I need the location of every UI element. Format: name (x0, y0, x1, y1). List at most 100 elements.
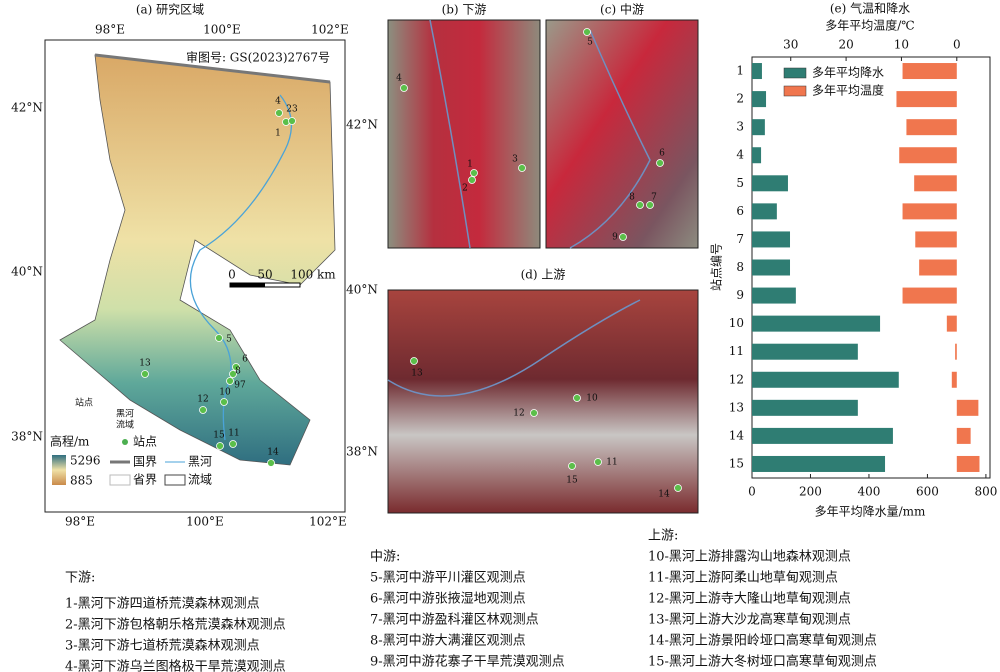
station-label: 1 (275, 129, 281, 139)
scale-label: 50 (257, 268, 272, 282)
station-dot (199, 406, 207, 414)
list-item: 11-黑河上游阿柔山地草甸观测点 (648, 571, 838, 586)
station-dot (267, 459, 275, 467)
approval: 审图号: GS(2023)2767号 (186, 50, 330, 65)
x-tick-label: 200 (799, 485, 822, 499)
list-item: 14-黑河上游景阳岭垭口高寒草甸观测点 (648, 633, 877, 649)
legend-box (109, 474, 131, 486)
station-label: 8 (629, 193, 635, 203)
y-tick-label: 15 (729, 456, 744, 470)
bar (956, 399, 979, 416)
legend-text: 站点 (133, 435, 157, 449)
legend-text: 5296 (70, 454, 101, 468)
lat: 40°N (11, 265, 43, 279)
bar (902, 63, 957, 80)
bar (896, 91, 957, 108)
bar (906, 119, 957, 136)
legend-label: 多年平均降水 (812, 66, 884, 80)
station-label: 12 (197, 395, 208, 405)
bar (752, 287, 796, 304)
scale-label: 0 (228, 268, 236, 282)
x2-tick-label: 10 (894, 38, 909, 52)
station-dot (568, 462, 576, 470)
list-item: 2-黑河下游包格朝乐格荒漠森林观测点 (65, 617, 286, 633)
y-tick-label: 5 (736, 176, 744, 190)
y-tick-label: 8 (736, 260, 744, 274)
y-tick-label: 13 (729, 400, 744, 414)
bar (915, 231, 957, 248)
legend-swatch (783, 85, 807, 97)
y-tick-label: 2 (736, 92, 744, 106)
basin-label: 黑河 (116, 408, 134, 420)
map-title: (a) 研究区域 (136, 2, 204, 17)
station-dot (470, 169, 478, 177)
station-dot (619, 233, 627, 241)
bar (752, 63, 762, 80)
station-dot (275, 109, 283, 117)
station-label: 5 (226, 335, 232, 345)
station-label: 10 (219, 388, 231, 398)
station-dot (583, 28, 591, 36)
station-label: 15 (213, 431, 225, 441)
bar (951, 371, 957, 388)
lon: 102°E (309, 515, 347, 529)
list-heading: 中游: (370, 550, 400, 565)
y-tick-label: 12 (729, 372, 744, 386)
station-label: 9 (612, 233, 618, 243)
legend-box (164, 474, 186, 486)
bar (752, 231, 791, 248)
station-dot (468, 176, 476, 184)
bar (752, 371, 899, 388)
scale-bar (230, 283, 265, 287)
station-dot (594, 458, 602, 466)
x-tick-label: 800 (974, 485, 997, 499)
y-tick-label: 4 (736, 148, 744, 162)
lat: 42°N (346, 118, 378, 132)
x-tick-label: 600 (916, 485, 939, 499)
list-item: 3-黑河下游七道桥荒漠森林观测点 (65, 639, 260, 654)
lat: 38°N (346, 445, 378, 459)
satellite-panel (387, 289, 699, 514)
list-item: 12-黑河上游寺大隆山地草甸观测点 (648, 592, 851, 607)
bar (752, 147, 762, 164)
legend-text: 省界 (133, 473, 157, 487)
station-dot (232, 363, 240, 371)
x-tick-label: 0 (748, 485, 756, 499)
station-label: 14 (658, 490, 670, 500)
bar (902, 203, 957, 220)
station-dot (226, 377, 234, 385)
station-dot (216, 442, 224, 450)
lat: 42°N (11, 101, 43, 115)
station-dot (573, 394, 581, 402)
station-label: 15 (566, 476, 578, 486)
station-dot (229, 370, 237, 378)
list-item: 15-黑河上游大冬树垭口高寒草甸观测点 (648, 654, 877, 670)
basin (59, 54, 336, 466)
y-tick-label: 1 (736, 64, 744, 78)
panel-title: (c) 中游 (600, 2, 644, 17)
lat: 38°N (11, 430, 43, 444)
bar (955, 343, 957, 360)
lon: 100°E (203, 23, 241, 37)
list-item: 10-黑河上游排露沟山地森林观测点 (648, 550, 851, 565)
list-item: 6-黑河中游张掖湿地观测点 (370, 592, 526, 607)
y-tick-label: 10 (729, 316, 744, 330)
lon: 102°E (311, 23, 349, 37)
y-tick-label: 7 (736, 232, 744, 246)
list-item: 9-黑河中游花寨子干旱荒漠观测点 (370, 654, 565, 670)
station-label: 3 (512, 155, 518, 165)
lon: 98°E (95, 23, 125, 37)
list-item: 5-黑河中游平川灌区观测点 (370, 571, 526, 586)
station-label: 13 (139, 359, 151, 369)
bar (752, 203, 777, 220)
list-item: 7-黑河中游盈科灌区林观测点 (370, 613, 539, 628)
y-tick-label: 6 (736, 204, 744, 218)
satellite-panel (545, 19, 699, 249)
station-label: 97 (234, 381, 246, 391)
x2-axis-title: 多年平均温度/℃ (825, 18, 914, 33)
station-dot (141, 370, 149, 378)
list-item: 4-黑河下游乌兰图格极干旱荒漠观测点 (65, 659, 286, 672)
lon: 100°E (186, 515, 224, 529)
bar (919, 259, 957, 276)
